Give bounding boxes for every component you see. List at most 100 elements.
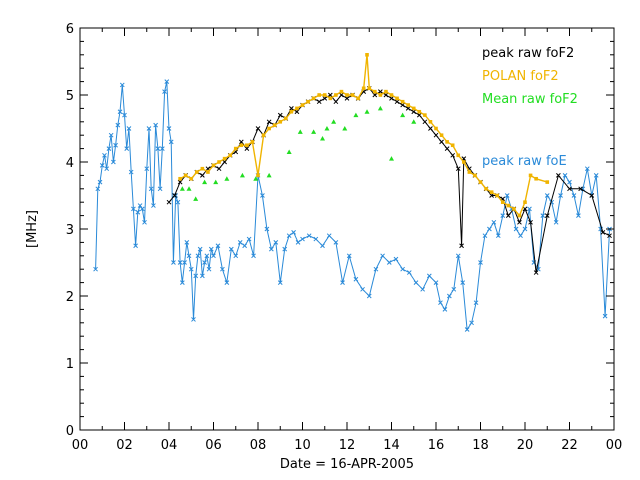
peak-raw-foe-point [93, 266, 98, 272]
peak-raw-foe-point [131, 206, 136, 212]
peak-raw-fof2-point [394, 99, 400, 105]
peak-raw-foe-point [264, 226, 270, 232]
polan-fof2-point [267, 126, 271, 131]
peak-raw-foe-point [495, 233, 501, 239]
polan-fof2-point [456, 153, 461, 158]
x-tick-label: 16 [428, 438, 445, 453]
peak-raw-foe-point [95, 186, 101, 192]
peak-raw-foe-point [455, 253, 461, 259]
peak-raw-foe-point [159, 146, 165, 151]
peak-raw-foe-point [151, 203, 156, 208]
peak-raw-foe-point [446, 293, 452, 299]
polan-fof2-point [345, 93, 349, 97]
peak-raw-foe-point [206, 266, 212, 272]
peak-raw-foe-point [246, 236, 252, 242]
polan-fof2-point [439, 133, 444, 137]
peak-raw-fof2-point [517, 219, 522, 225]
polan-fof2-point [473, 173, 477, 178]
peak-raw-foe-point [373, 266, 379, 272]
polan-fof2-point [378, 93, 383, 97]
peak-raw-fof2-point [522, 206, 528, 212]
peak-raw-foe-point [300, 236, 305, 242]
mean-raw-fof2-point [213, 179, 219, 185]
peak-raw-fof2-point [589, 193, 595, 198]
polan-fof2-point [178, 176, 182, 181]
mean-raw-fof2-point [179, 186, 185, 191]
peak-raw-fof2-point [459, 243, 464, 249]
polan-fof2-point [311, 96, 316, 101]
polan-fof2-point [339, 89, 344, 94]
peak-raw-fof2-point [383, 92, 389, 98]
peak-raw-fof2-point [316, 99, 322, 105]
mean-raw-fof2-point [377, 105, 383, 111]
peak-raw-fof2-point [455, 166, 461, 172]
polan-fof2-point [278, 120, 283, 124]
polan-fof2-point [322, 93, 327, 97]
peak-raw-foe-point [451, 286, 457, 292]
polan-fof2-point [545, 180, 550, 184]
peak-raw-foe-point [571, 193, 577, 198]
polan-fof2-point [233, 146, 238, 151]
peak-raw-fof2-point [556, 173, 561, 178]
polan-fof2-point [356, 96, 360, 101]
peak-raw-foe-point [478, 260, 483, 265]
peak-raw-foe-point [166, 126, 172, 131]
peak-raw-fof2-point [533, 270, 539, 275]
polan-fof2-point [417, 109, 422, 114]
mean-raw-fof2-point [202, 179, 208, 185]
peak-raw-foe-point [360, 286, 365, 292]
mean-raw-fof2-point [411, 119, 417, 124]
peak-raw-foe-point [202, 260, 207, 265]
peak-raw-foe-point [124, 146, 130, 151]
series-peak-raw-fof2 [166, 85, 612, 275]
polan-fof2-point [523, 200, 527, 204]
mean-raw-fof2-point [266, 172, 272, 178]
peak-raw-foe-point [106, 146, 112, 151]
series-polan-fof2 [178, 53, 550, 218]
peak-raw-foe-point [144, 166, 150, 172]
polan-fof2-point [361, 86, 366, 91]
mean-raw-fof2-point [353, 112, 359, 118]
peak-raw-foe-point [562, 173, 568, 178]
peak-raw-fof2-point [528, 219, 533, 225]
peak-raw-foe-point [179, 280, 185, 285]
peak-raw-foe-point [380, 253, 385, 259]
peak-raw-fof2-point [607, 233, 612, 239]
polan-fof2-point [395, 96, 399, 101]
x-tick-label: 06 [205, 438, 222, 453]
y-tick-label: 6 [66, 22, 74, 37]
x-tick-label: 00 [606, 438, 623, 453]
mean-raw-fof2-point [324, 126, 330, 131]
peak-raw-fof2-point [200, 173, 205, 178]
peak-raw-fof2-point [422, 119, 428, 125]
peak-raw-foe-point [102, 152, 107, 158]
peak-raw-foe-point [386, 260, 392, 265]
polan-fof2-point [384, 89, 388, 94]
peak-raw-fof2-point [567, 186, 572, 192]
polan-fof2-point [183, 173, 188, 178]
polan-fof2-point [256, 173, 260, 178]
peak-raw-fof2-point [578, 186, 583, 192]
peak-raw-fof2-point [405, 106, 411, 111]
peak-raw-foe-point [115, 122, 121, 128]
peak-raw-fof2-point [428, 126, 433, 131]
polan-fof2-point [512, 207, 516, 211]
peak-raw-foe-point [406, 270, 412, 275]
peak-raw-fof2-point [378, 89, 383, 95]
x-tick-label: 10 [294, 438, 311, 453]
peak-raw-foe-point [111, 159, 116, 165]
peak-raw-foe-point [200, 273, 205, 279]
peak-raw-foe-point [326, 233, 332, 239]
peak-raw-foe-point [420, 286, 426, 292]
peak-raw-foe-point [228, 246, 234, 252]
x-tick-label: 18 [472, 438, 489, 453]
peak-raw-foe-point [268, 246, 274, 252]
mean-raw-fof2-point [224, 176, 230, 181]
polan-fof2-point [400, 99, 405, 104]
polan-fof2-point [462, 160, 466, 164]
peak-raw-fof2-point [544, 213, 550, 218]
y-tick-label: 5 [66, 89, 74, 104]
polan-fof2-point [211, 163, 216, 168]
peak-raw-fof2-point [294, 109, 300, 115]
peak-raw-foe-point [220, 266, 225, 272]
